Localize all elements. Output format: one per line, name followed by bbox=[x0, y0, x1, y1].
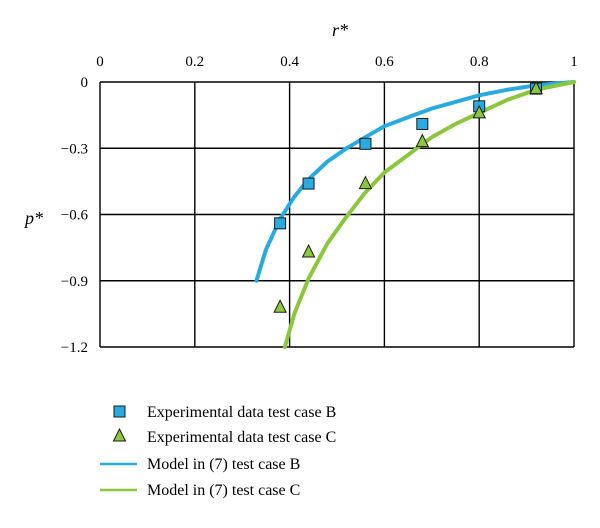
legend-label: Experimental data test case C bbox=[147, 429, 336, 446]
square-marker bbox=[274, 217, 287, 230]
y-axis-title: p* bbox=[23, 208, 43, 228]
triangle-marker bbox=[273, 299, 287, 313]
legend: Experimental data test case B Experimenta… bbox=[100, 404, 336, 499]
x-tick-label: 0.2 bbox=[185, 54, 204, 70]
square-marker bbox=[302, 177, 315, 190]
y-tick-label: −0.6 bbox=[61, 208, 89, 224]
triangle-marker bbox=[415, 133, 430, 148]
x-tick-label: 0.6 bbox=[375, 54, 394, 70]
series-markers bbox=[273, 80, 543, 313]
x-tick-label: 1 bbox=[570, 54, 578, 70]
square-marker bbox=[416, 117, 429, 130]
triangle-marker bbox=[301, 243, 316, 258]
y-tick-label: −1.2 bbox=[61, 340, 88, 356]
legend-label: Model in (7) test case B bbox=[147, 456, 300, 473]
legend-label: Model in (7) test case C bbox=[147, 482, 300, 499]
series-line bbox=[282, 80, 576, 349]
tick-labels: 0 0.2 0.4 0.6 0.8 1 0 −0.3 −0.6 −0.9 −1.2 bbox=[61, 54, 578, 356]
x-tick-label: 0.4 bbox=[280, 54, 299, 70]
legend-label: Experimental data test case B bbox=[147, 404, 336, 421]
x-tick-label: 0.8 bbox=[470, 54, 489, 70]
legend-triangle-swatch bbox=[112, 427, 127, 442]
y-tick-label: −0.3 bbox=[61, 141, 88, 157]
triangle-marker bbox=[358, 175, 373, 190]
grid bbox=[99, 81, 575, 348]
legend-square-swatch bbox=[113, 405, 126, 418]
series-lines bbox=[254, 80, 576, 349]
y-tick-label: −0.9 bbox=[61, 274, 88, 290]
square-marker bbox=[359, 137, 372, 150]
x-tick-label: 0 bbox=[96, 54, 104, 70]
triangle-marker bbox=[529, 80, 543, 95]
y-tick-label: 0 bbox=[81, 75, 89, 91]
triangle-marker bbox=[472, 104, 487, 119]
series-line bbox=[254, 80, 576, 283]
x-axis-title: r* bbox=[332, 20, 348, 40]
